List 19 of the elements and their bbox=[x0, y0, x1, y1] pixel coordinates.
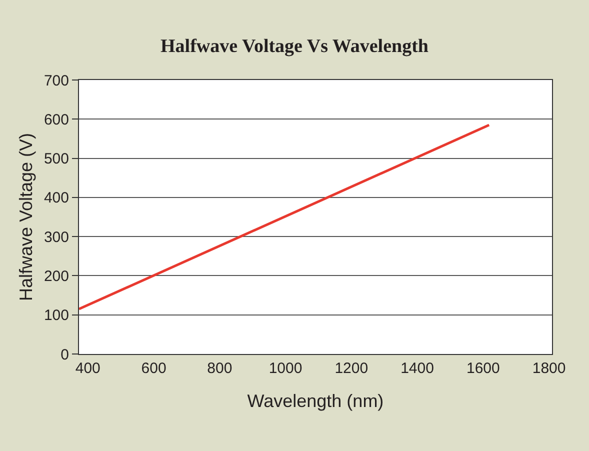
y-tick-label: 300 bbox=[44, 228, 69, 246]
y-tick-label: 600 bbox=[44, 111, 69, 128]
y-tick-label: 0 bbox=[60, 346, 69, 364]
y-tick-label: 400 bbox=[44, 190, 69, 207]
y-tick-label: 100 bbox=[44, 307, 69, 324]
y-tick-label: 700 bbox=[44, 72, 69, 90]
x-axis-title: Wavelength (nm) bbox=[247, 391, 384, 412]
x-tick-label: 1000 bbox=[268, 360, 302, 377]
chart-title: Halfwave Voltage Vs Wavelength bbox=[160, 36, 429, 57]
x-tick-label: 1200 bbox=[334, 360, 368, 377]
x-tick-label: 1800 bbox=[532, 360, 566, 377]
x-tick-label: 1600 bbox=[466, 360, 500, 377]
y-tick-label: 500 bbox=[44, 150, 69, 168]
x-tick-label: 800 bbox=[207, 360, 232, 377]
y-tick-label: 200 bbox=[44, 268, 69, 285]
y-axis-title: Halfwave Voltage (V) bbox=[16, 132, 36, 302]
x-tick-label: 400 bbox=[75, 360, 100, 377]
x-tick-label: 1400 bbox=[400, 360, 434, 377]
x-tick-label: 600 bbox=[141, 360, 166, 377]
